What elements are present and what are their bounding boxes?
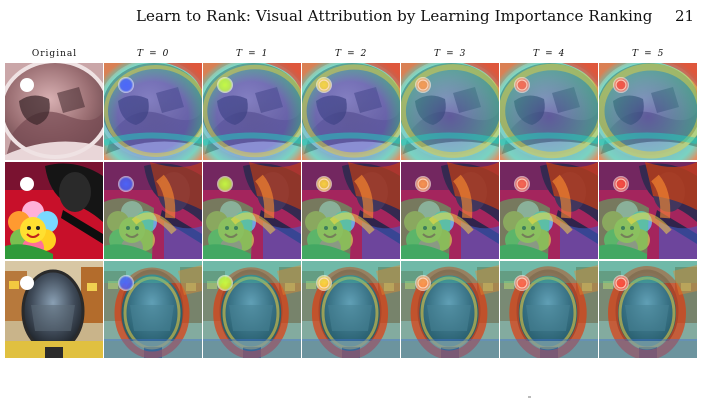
cell-graphic <box>302 63 400 160</box>
cell-graphic <box>104 261 202 358</box>
column-label-original: Original <box>31 49 78 59</box>
heatmap-car-side-mirror-t1 <box>203 63 301 160</box>
attribution-figure: Original T = 0 T = 1 T = 2 T = 3 T = 4 T… <box>5 48 698 360</box>
heatmap-convex-street-mirror-t2 <box>302 261 400 358</box>
column-label-t4: T = 4 <box>533 49 566 59</box>
cell-graphic <box>500 261 598 358</box>
page-speck <box>528 396 531 398</box>
cell-graphic <box>104 63 202 160</box>
column-label-t2: T = 2 <box>335 49 368 59</box>
heatmap-flower-plush-sunglasses-t4 <box>500 162 598 259</box>
cell-graphic <box>599 162 697 259</box>
heatmap-car-side-mirror-t2 <box>302 63 400 160</box>
cell-graphic <box>401 261 499 358</box>
cell-graphic <box>104 162 202 259</box>
original-image-convex-street-mirror <box>5 261 103 358</box>
heatmap-convex-street-mirror-t5 <box>599 261 697 358</box>
column-label-t0: T = 0 <box>137 49 170 59</box>
cell-graphic <box>203 63 301 160</box>
cell-graphic <box>5 162 103 259</box>
heatmap-flower-plush-sunglasses-t0 <box>104 162 202 259</box>
heatmap-car-side-mirror-t3 <box>401 63 499 160</box>
running-title: Learn to Rank: Visual Attribution by Lea… <box>136 7 653 25</box>
running-head: Learn to Rank: Visual Attribution by Lea… <box>0 0 705 30</box>
cell-graphic <box>5 63 103 160</box>
cell-graphic <box>302 162 400 259</box>
cell-graphic <box>599 63 697 160</box>
heatmap-convex-street-mirror-t3 <box>401 261 499 358</box>
image-grid <box>5 63 698 360</box>
page-number: 21 <box>675 7 695 25</box>
cell-graphic <box>401 63 499 160</box>
heatmap-flower-plush-sunglasses-t2 <box>302 162 400 259</box>
heatmap-convex-street-mirror-t4 <box>500 261 598 358</box>
heatmap-car-side-mirror-t5 <box>599 63 697 160</box>
column-label-t1: T = 1 <box>236 49 269 59</box>
heatmap-convex-street-mirror-t1 <box>203 261 301 358</box>
column-label-t5: T = 5 <box>632 49 665 59</box>
cell-graphic <box>500 162 598 259</box>
cell-graphic <box>203 162 301 259</box>
heatmap-flower-plush-sunglasses-t5 <box>599 162 697 259</box>
heatmap-flower-plush-sunglasses-t1 <box>203 162 301 259</box>
heatmap-car-side-mirror-t4 <box>500 63 598 160</box>
heatmap-flower-plush-sunglasses-t3 <box>401 162 499 259</box>
heatmap-convex-street-mirror-t0 <box>104 261 202 358</box>
original-image-flower-plush-sunglasses <box>5 162 103 259</box>
cell-graphic <box>500 63 598 160</box>
column-label-t3: T = 3 <box>434 49 467 59</box>
cell-graphic <box>302 261 400 358</box>
original-image-car-side-mirror <box>5 63 103 160</box>
cell-graphic <box>203 261 301 358</box>
cell-graphic <box>599 261 697 358</box>
heatmap-car-side-mirror-t0 <box>104 63 202 160</box>
cell-graphic <box>401 162 499 259</box>
cell-graphic <box>5 261 103 358</box>
